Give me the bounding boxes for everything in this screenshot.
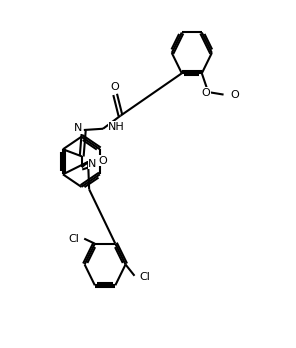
Text: Cl: Cl	[140, 272, 151, 283]
Text: NH: NH	[108, 122, 125, 132]
Text: Cl: Cl	[68, 234, 79, 244]
Text: N: N	[88, 159, 97, 168]
Text: O: O	[111, 82, 120, 93]
Text: O: O	[230, 89, 239, 100]
Text: O: O	[202, 88, 210, 98]
Text: N: N	[74, 123, 83, 133]
Text: O: O	[98, 156, 107, 166]
